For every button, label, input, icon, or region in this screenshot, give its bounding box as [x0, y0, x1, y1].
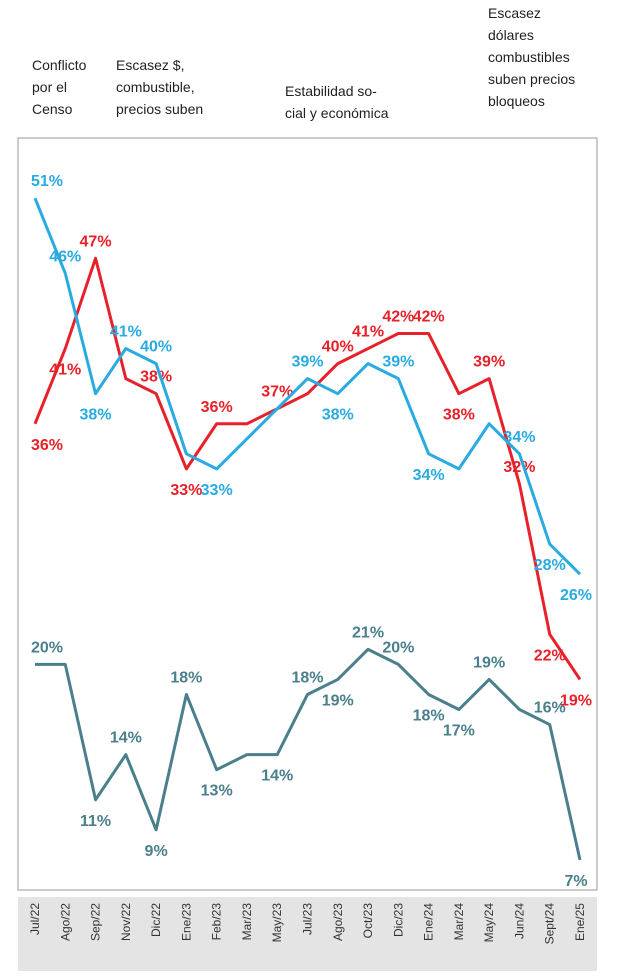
data-label: 42%	[382, 309, 414, 326]
data-label: 40%	[140, 339, 172, 356]
data-label: 37%	[261, 384, 293, 401]
data-label: 39%	[473, 354, 505, 371]
data-label: 40%	[322, 339, 354, 356]
annotation: por el	[32, 79, 67, 95]
annotation: Conflicto	[32, 57, 87, 73]
data-label: 14%	[110, 730, 142, 747]
x-tick-label: Ene/23	[179, 903, 193, 941]
annotation: combustibles	[488, 49, 570, 65]
data-label: 20%	[31, 639, 63, 656]
x-tick-label: Jun/24	[512, 903, 526, 939]
data-label: 28%	[534, 557, 566, 574]
annotation: dólares	[488, 27, 534, 43]
data-label: 33%	[170, 482, 202, 499]
x-tick-label: Ago/23	[331, 903, 345, 941]
x-tick-label: Ene/24	[422, 903, 436, 941]
annotation: Escasez $,	[116, 57, 184, 73]
data-label: 34%	[413, 467, 445, 484]
x-tick-label: Oct/23	[361, 903, 375, 939]
data-label: 32%	[503, 459, 535, 476]
data-label: 16%	[534, 700, 566, 717]
plot-frame	[17, 137, 598, 891]
data-label: 36%	[201, 399, 233, 416]
data-label: 11%	[80, 813, 111, 830]
data-label: 47%	[80, 233, 112, 250]
data-label: 17%	[443, 723, 475, 740]
data-label: 20%	[382, 639, 414, 656]
data-label: 18%	[291, 669, 323, 686]
data-label: 42%	[413, 309, 445, 326]
x-tick-label: Jul/22	[28, 903, 42, 935]
data-label: 7%	[564, 873, 587, 890]
data-label: 21%	[352, 624, 384, 641]
series-line	[33, 256, 582, 681]
data-label: 14%	[261, 768, 293, 785]
data-label: 34%	[503, 429, 535, 446]
data-label: 39%	[291, 354, 323, 371]
x-tick-label: Sept/24	[543, 903, 557, 945]
annotation: Estabilidad so-	[285, 83, 377, 99]
data-label: 36%	[31, 437, 63, 454]
data-label: 33%	[201, 482, 233, 499]
data-label: 38%	[140, 369, 172, 386]
series-line	[35, 647, 582, 861]
x-tick-label: Nov/22	[119, 903, 133, 941]
x-tick-label: Ene/25	[573, 903, 587, 941]
data-label: 13%	[201, 783, 233, 800]
data-label: 46%	[49, 248, 81, 265]
annotation: cial y económica	[285, 105, 389, 121]
x-tick-label: May/23	[270, 903, 284, 943]
data-label: 41%	[110, 324, 142, 341]
data-label: 38%	[443, 407, 475, 424]
annotation: bloqueos	[488, 93, 545, 109]
annotation: suben precios	[488, 71, 575, 87]
data-label: 19%	[322, 692, 354, 709]
x-tick-label: Feb/23	[210, 903, 224, 941]
data-label: 38%	[80, 407, 112, 424]
annotation: precios suben	[116, 101, 203, 117]
annotation: Escasez	[488, 5, 541, 21]
data-label: 22%	[534, 647, 566, 664]
annotation: Censo	[32, 101, 73, 117]
series-line	[33, 197, 582, 576]
x-tick-label: Sep/22	[89, 903, 103, 941]
data-label: 39%	[382, 354, 414, 371]
data-label: 41%	[352, 324, 384, 341]
data-label: 26%	[560, 587, 592, 604]
data-label: 19%	[473, 654, 505, 671]
data-label: 18%	[413, 707, 445, 724]
x-tick-label: Mar/24	[452, 903, 466, 941]
x-tick-label: Jul/23	[301, 903, 315, 935]
data-label: 18%	[170, 669, 202, 686]
x-tick-label: May/24	[482, 903, 496, 943]
x-label-strip	[18, 897, 597, 971]
data-label: 51%	[31, 173, 63, 190]
x-tick-label: Dic/23	[391, 903, 405, 937]
x-tick-label: Mar/23	[240, 903, 254, 941]
x-tick-label: Dic/22	[149, 903, 163, 937]
data-label: 38%	[322, 407, 354, 424]
data-label: 9%	[145, 843, 168, 860]
x-tick-label: Ago/22	[58, 903, 72, 941]
data-label: 19%	[560, 692, 592, 709]
data-label: 41%	[49, 362, 81, 379]
annotation: combustible,	[116, 79, 195, 95]
